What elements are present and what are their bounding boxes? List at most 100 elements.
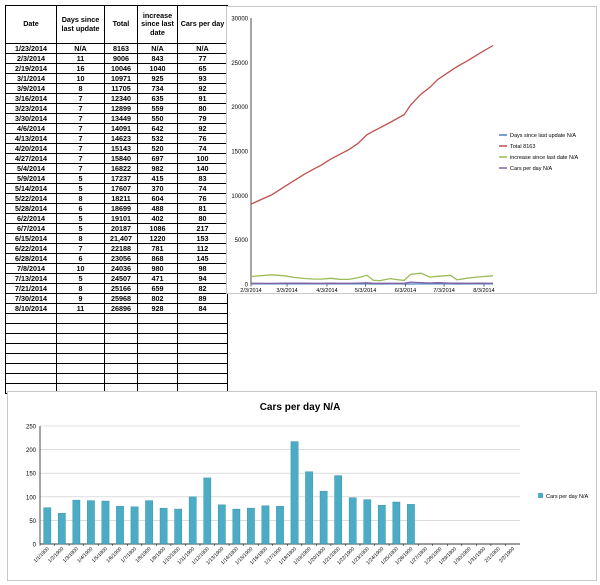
cell-days[interactable]: 7	[57, 94, 105, 104]
cell-total[interactable]: 19101	[105, 214, 138, 224]
empty-cell[interactable]	[178, 344, 228, 354]
cell-increase[interactable]: 1040	[138, 64, 178, 74]
cell-total[interactable]: 25166	[105, 284, 138, 294]
cell-increase[interactable]: 370	[138, 184, 178, 194]
cell-cars[interactable]: 89	[178, 294, 228, 304]
cell-increase[interactable]: 843	[138, 54, 178, 64]
empty-cell[interactable]	[105, 364, 138, 374]
header-cars-per-day[interactable]: Cars per day	[178, 6, 228, 44]
empty-cell[interactable]	[57, 314, 105, 324]
header-date[interactable]: Date	[6, 6, 57, 44]
cell-days[interactable]: 11	[57, 304, 105, 314]
empty-cell[interactable]	[57, 344, 105, 354]
cell-increase[interactable]: 1086	[138, 224, 178, 234]
cell-date[interactable]: 3/9/2014	[6, 84, 57, 94]
cell-increase[interactable]: 488	[138, 204, 178, 214]
cell-increase[interactable]: 781	[138, 244, 178, 254]
cell-cars[interactable]: 76	[178, 194, 228, 204]
cell-increase[interactable]: N/A	[138, 44, 178, 54]
cell-date[interactable]: 2/19/2014	[6, 64, 57, 74]
cell-date[interactable]: 5/22/2014	[6, 194, 57, 204]
empty-cell[interactable]	[138, 324, 178, 334]
cell-cars[interactable]: 92	[178, 84, 228, 94]
empty-cell[interactable]	[6, 364, 57, 374]
cell-total[interactable]: 12340	[105, 94, 138, 104]
header-total[interactable]: Total	[105, 6, 138, 44]
cell-date[interactable]: 3/1/2014	[6, 74, 57, 84]
empty-cell[interactable]	[178, 364, 228, 374]
cell-increase[interactable]: 659	[138, 284, 178, 294]
empty-cell[interactable]	[6, 354, 57, 364]
cell-days[interactable]: 7	[57, 104, 105, 114]
cell-cars[interactable]: 94	[178, 274, 228, 284]
cell-increase[interactable]: 697	[138, 154, 178, 164]
cell-date[interactable]: 5/28/2014	[6, 204, 57, 214]
cell-date[interactable]: 6/28/2014	[6, 254, 57, 264]
cell-days[interactable]: 8	[57, 194, 105, 204]
cell-total[interactable]: 9006	[105, 54, 138, 64]
cell-total[interactable]: 22188	[105, 244, 138, 254]
empty-cell[interactable]	[138, 334, 178, 344]
cell-days[interactable]: 8	[57, 84, 105, 94]
cell-total[interactable]: 18211	[105, 194, 138, 204]
cell-cars[interactable]: 81	[178, 204, 228, 214]
cell-total[interactable]: 24036	[105, 264, 138, 274]
cell-increase[interactable]: 802	[138, 294, 178, 304]
cell-days[interactable]: 9	[57, 294, 105, 304]
cell-date[interactable]: 7/13/2014	[6, 274, 57, 284]
empty-cell[interactable]	[105, 314, 138, 324]
cell-days[interactable]: 7	[57, 134, 105, 144]
cell-date[interactable]: 4/6/2014	[6, 124, 57, 134]
cell-days[interactable]: 6	[57, 254, 105, 264]
empty-cell[interactable]	[57, 324, 105, 334]
cell-cars[interactable]: 92	[178, 124, 228, 134]
empty-cell[interactable]	[178, 374, 228, 384]
empty-cell[interactable]	[57, 364, 105, 374]
empty-cell[interactable]	[105, 324, 138, 334]
cell-cars[interactable]: 74	[178, 184, 228, 194]
cell-cars[interactable]: 112	[178, 244, 228, 254]
empty-cell[interactable]	[138, 344, 178, 354]
cell-date[interactable]: 7/30/2014	[6, 294, 57, 304]
cell-total[interactable]: 17607	[105, 184, 138, 194]
cell-cars[interactable]: 74	[178, 144, 228, 154]
cell-total[interactable]: 13449	[105, 114, 138, 124]
cell-increase[interactable]: 520	[138, 144, 178, 154]
cell-date[interactable]: 6/2/2014	[6, 214, 57, 224]
cell-cars[interactable]: 91	[178, 94, 228, 104]
cell-total[interactable]: 21,407	[105, 234, 138, 244]
cell-cars[interactable]: 145	[178, 254, 228, 264]
cell-date[interactable]: 8/10/2014	[6, 304, 57, 314]
cell-date[interactable]: 3/23/2014	[6, 104, 57, 114]
cell-increase[interactable]: 734	[138, 84, 178, 94]
cell-date[interactable]: 3/16/2014	[6, 94, 57, 104]
cell-days[interactable]: 5	[57, 274, 105, 284]
cell-days[interactable]: 7	[57, 124, 105, 134]
empty-cell[interactable]	[57, 354, 105, 364]
cell-cars[interactable]: 100	[178, 154, 228, 164]
empty-cell[interactable]	[138, 354, 178, 364]
cell-increase[interactable]: 550	[138, 114, 178, 124]
cell-days[interactable]: 11	[57, 54, 105, 64]
cell-total[interactable]: 14623	[105, 134, 138, 144]
cell-increase[interactable]: 925	[138, 74, 178, 84]
cell-date[interactable]: 5/9/2014	[6, 174, 57, 184]
cell-increase[interactable]: 559	[138, 104, 178, 114]
cell-total[interactable]: 20187	[105, 224, 138, 234]
cell-days[interactable]: 8	[57, 284, 105, 294]
cell-total[interactable]: 25968	[105, 294, 138, 304]
cell-cars[interactable]: 80	[178, 104, 228, 114]
cell-cars[interactable]: 84	[178, 304, 228, 314]
cell-date[interactable]: 2/3/2014	[6, 54, 57, 64]
cell-increase[interactable]: 532	[138, 134, 178, 144]
cell-days[interactable]: 10	[57, 74, 105, 84]
cell-cars[interactable]: N/A	[178, 44, 228, 54]
cell-date[interactable]: 4/20/2014	[6, 144, 57, 154]
cell-date[interactable]: 7/8/2014	[6, 264, 57, 274]
cell-date[interactable]: 6/15/2014	[6, 234, 57, 244]
cell-cars[interactable]: 79	[178, 114, 228, 124]
cell-days[interactable]: N/A	[57, 44, 105, 54]
cell-cars[interactable]: 65	[178, 64, 228, 74]
empty-cell[interactable]	[105, 374, 138, 384]
